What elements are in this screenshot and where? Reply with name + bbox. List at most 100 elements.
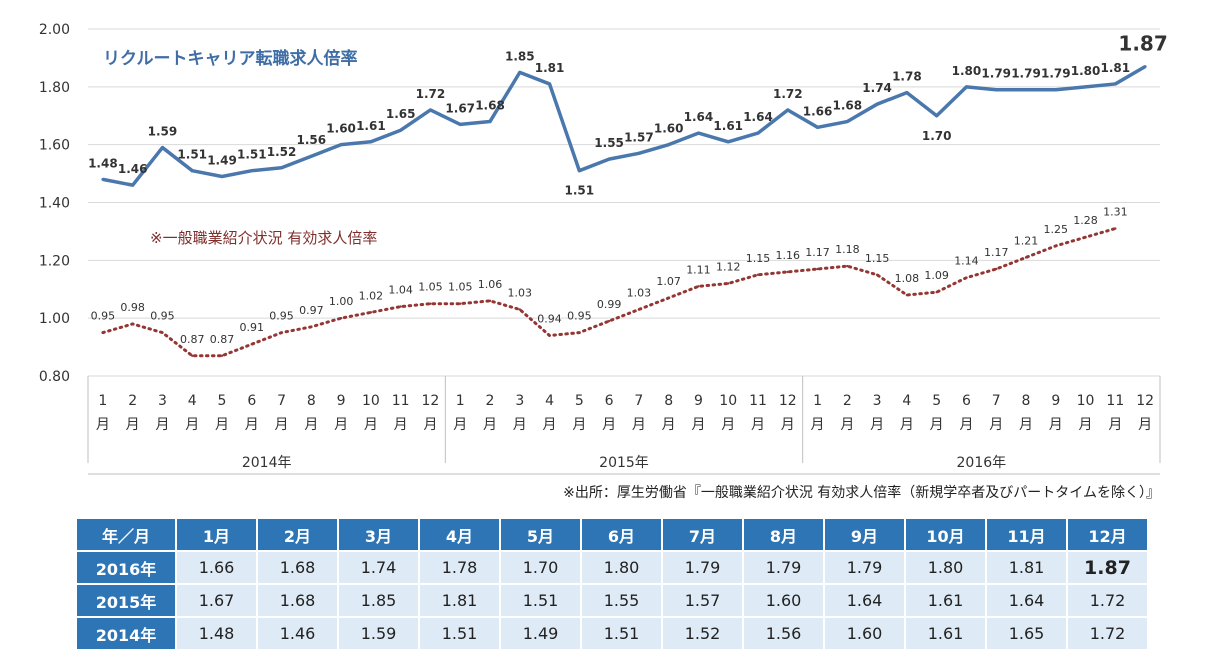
x-tick-label: 9 [1051, 393, 1060, 409]
data-label-dotted: 1.11 [686, 263, 711, 276]
data-label-dotted: 1.07 [656, 275, 681, 288]
data-point-solid [488, 120, 492, 124]
data-point-solid [369, 140, 373, 144]
data-point-dotted [488, 299, 492, 303]
table-cell: 1.68 [258, 585, 337, 616]
x-tick-suffix: 月 [1079, 417, 1093, 433]
data-point-solid [875, 102, 879, 106]
x-tick-label: 8 [1022, 393, 1031, 409]
data-label-dotted: 1.21 [1014, 234, 1039, 247]
data-label-solid: 1.51 [177, 148, 207, 162]
data-label-solid: 1.56 [297, 133, 327, 147]
x-tick-suffix: 月 [483, 417, 497, 433]
data-label-dotted: 0.97 [299, 304, 324, 317]
x-tick-suffix: 月 [1138, 417, 1152, 433]
data-point-dotted [935, 290, 938, 294]
data-point-solid [548, 82, 552, 86]
col-header: 3月 [339, 519, 418, 550]
table-header-row: 年／月 1月 2月 3月 4月 5月 6月 7月 8月 9月 10月 11月 1… [77, 519, 1147, 550]
data-point-solid [696, 131, 700, 135]
col-header: 2月 [258, 519, 337, 550]
x-tick-label: 5 [575, 393, 584, 409]
data-label-solid: 1.65 [386, 107, 416, 121]
data-point-dotted [637, 308, 641, 311]
data-point-solid [101, 177, 105, 181]
x-tick-suffix: 月 [662, 417, 676, 433]
data-label-dotted: 1.28 [1073, 214, 1098, 227]
data-point-solid [428, 108, 432, 112]
data-label-dotted: 1.05 [418, 281, 443, 294]
col-header: 7月 [663, 519, 742, 550]
x-tick-suffix: 月 [602, 417, 616, 433]
x-tick-suffix: 月 [394, 417, 408, 433]
data-label-solid: 1.81 [535, 61, 565, 75]
chart-annotation: ※一般職業紹介状況 有効求人倍率 [150, 229, 377, 247]
table-cell: 1.65 [987, 618, 1066, 649]
data-point-solid [1054, 88, 1058, 92]
series-line-solid [102, 65, 1146, 187]
x-tick-suffix: 月 [364, 417, 378, 433]
data-point-solid [756, 131, 760, 135]
x-tick-label: 7 [277, 393, 286, 409]
data-point-dotted [756, 273, 760, 276]
x-tick-suffix: 月 [126, 417, 140, 433]
x-tick-suffix: 月 [959, 417, 973, 433]
data-point-dotted [846, 264, 849, 268]
table-cell: 1.52 [663, 618, 742, 649]
data-label-dotted: 1.02 [359, 289, 384, 302]
col-header: 10月 [906, 519, 985, 550]
data-point-solid [518, 70, 522, 74]
x-tick-suffix: 月 [275, 417, 289, 433]
data-label-dotted: 1.25 [1044, 223, 1069, 236]
data-label-dotted: 0.95 [269, 310, 294, 323]
x-tick-suffix: 月 [811, 417, 825, 433]
table-cell: 1.64 [825, 585, 904, 616]
x-tick-suffix: 月 [334, 417, 348, 433]
data-point-solid [905, 91, 909, 95]
x-tick-label: 12 [779, 393, 797, 409]
data-point-dotted [1114, 227, 1117, 230]
data-label-solid: 1.60 [326, 122, 356, 136]
row-year: 2015年 [77, 585, 175, 616]
y-tick-label: 0.80 [39, 369, 70, 385]
data-point-dotted [250, 342, 253, 346]
x-tick-suffix: 月 [632, 417, 646, 433]
x-year-label: 2014年 [242, 455, 292, 471]
row-year: 2014年 [77, 618, 175, 649]
data-point-solid [964, 85, 968, 89]
data-label-solid: 1.46 [118, 162, 148, 176]
data-point-dotted [667, 296, 670, 300]
table-cell: 1.67 [177, 585, 256, 616]
x-tick-label: 2 [843, 393, 852, 409]
data-label-dotted: 0.91 [240, 321, 265, 334]
data-label-dotted: 0.98 [120, 301, 145, 314]
x-tick-label: 6 [605, 393, 614, 409]
x-tick-label: 4 [545, 393, 554, 409]
data-label-dotted: 1.17 [984, 246, 1009, 259]
data-label-solid: 1.64 [743, 110, 773, 124]
table-cell-highlight: 1.87 [1068, 552, 1147, 583]
table-cell: 1.81 [987, 552, 1066, 583]
data-point-dotted [131, 322, 134, 326]
data-label-dotted: 0.95 [91, 310, 116, 323]
x-tick-label: 11 [1106, 393, 1124, 409]
data-label-solid: 1.55 [594, 136, 624, 150]
data-label-solid-highlight: 1.87 [1118, 32, 1167, 56]
data-label-solid: 1.66 [803, 104, 833, 118]
data-point-solid [607, 157, 611, 161]
data-label-solid: 1.48 [88, 156, 118, 170]
col-header: 6月 [582, 519, 661, 550]
x-tick-label: 3 [515, 393, 524, 409]
data-point-dotted [1054, 244, 1057, 248]
data-label-solid: 1.80 [1071, 64, 1101, 78]
data-label-dotted: 1.03 [508, 286, 533, 299]
x-tick-label: 11 [749, 393, 767, 409]
data-point-solid [1084, 85, 1088, 89]
x-tick-suffix: 月 [721, 417, 735, 433]
x-tick-label: 1 [813, 393, 822, 409]
data-label-dotted: 0.95 [567, 310, 592, 323]
table-cell: 1.79 [825, 552, 904, 583]
table-cell: 1.61 [906, 585, 985, 616]
x-tick-suffix: 月 [215, 417, 229, 433]
data-label-solid: 1.72 [416, 87, 446, 101]
